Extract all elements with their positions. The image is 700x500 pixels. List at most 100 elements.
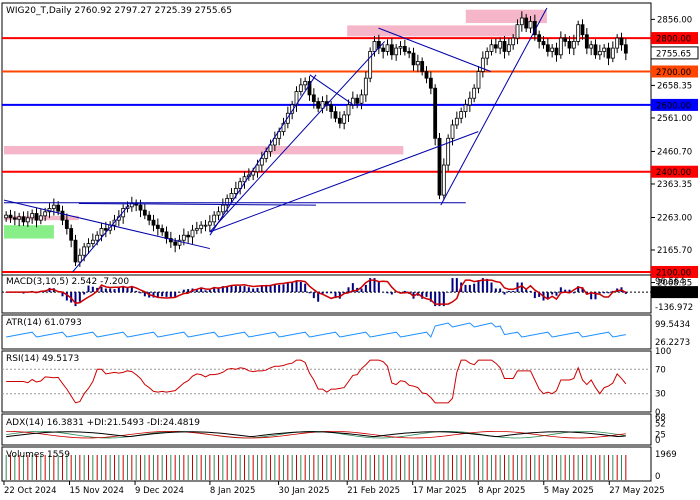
candle-body [277,131,282,139]
candle [17,212,22,227]
candle [160,224,165,236]
candle [433,84,438,146]
macd-bar [330,292,333,294]
candle [194,221,199,235]
candle-body [372,41,377,52]
candle-body [584,34,589,49]
candle-body [381,47,386,52]
candle-body [550,47,555,52]
candle-body [472,87,477,99]
candle [229,188,234,203]
candle-body [82,246,87,256]
macd-bar [100,286,103,293]
macd-bar [104,288,107,293]
macd-bar [334,292,337,299]
x-tick-label: 27 May 2025 [609,486,664,496]
candle [238,177,243,195]
candle [472,84,477,103]
candle [190,224,195,244]
rsi-tick: 0 [655,408,660,418]
candle [584,28,589,55]
macd-bar [234,286,237,293]
trend-line [78,202,317,206]
macd-bar [364,284,367,293]
macd-bar [555,292,558,296]
candle [511,34,516,50]
macd-bar [182,289,185,293]
candle [320,96,325,114]
macd-bar [529,290,532,293]
candle-body [264,151,269,159]
candle-body [160,228,165,233]
candle-body [389,44,394,56]
candle-body [77,254,82,263]
macd-bar [169,292,172,297]
candle-body [407,51,412,54]
macd-bar [230,285,233,293]
x-tick-label: 5 May 2025 [544,486,594,496]
macd-label: MACD(3,10,5) 2.542 -7.200 [6,277,129,287]
trend-line [3,199,211,250]
candle [329,100,334,119]
macd-bar [247,287,250,293]
macd-tick: 96.564 [655,277,685,287]
candle-body [303,81,308,86]
trend-line [378,27,491,72]
candle-body [220,204,225,213]
candle-body [229,193,234,199]
level-tag-label: 2100.00 [656,268,691,278]
candle-body [177,239,182,246]
candle [381,44,386,59]
candle-body [597,51,602,56]
candle-body [225,198,230,206]
candle [415,54,420,72]
candle [337,111,342,129]
atr-label: ATR(14) 61.0793 [6,318,82,328]
macd-bar [299,281,302,293]
candle [446,134,451,172]
candle [12,211,17,226]
candle-body [450,124,455,139]
candle [142,203,147,220]
candle [298,78,303,96]
candle-body [60,210,65,221]
candle [303,77,308,90]
x-tick-label: 21 Feb 2025 [347,486,400,496]
candle-body [359,94,364,104]
candle [86,238,91,254]
candle-body [489,44,494,52]
macd-bar [551,292,554,295]
candle [69,224,74,248]
candle-body [311,94,316,102]
macd-bar [624,292,627,294]
macd-bar [451,278,454,293]
candle [467,91,472,112]
candle-body [272,137,277,146]
macd-bar [195,289,198,293]
candle [567,36,572,55]
level-tag-label: 2700.00 [656,68,691,78]
candle [428,71,433,95]
candle [60,205,65,226]
macd-bar [295,280,298,293]
last-price-label: 2755.65 [656,49,691,59]
candle-body [402,46,407,52]
candle-body [398,46,403,49]
candle [216,206,221,221]
x-tick-label: 9 Dec 2024 [135,486,184,496]
candle-body [511,37,516,46]
macd-bar [386,292,389,294]
macd-bar [152,292,155,298]
trend-line [209,131,479,233]
macd-bar [533,292,536,299]
candle-body [142,209,147,216]
adx-tick: 52 [655,420,666,430]
macd-bar [221,286,224,293]
candle [307,76,312,101]
candle-body [541,41,546,46]
trend-line [309,74,354,106]
macd-bar [35,291,38,293]
macd-bar [525,288,528,293]
adx-pane-frame [1,413,652,446]
candle-body [524,17,529,29]
